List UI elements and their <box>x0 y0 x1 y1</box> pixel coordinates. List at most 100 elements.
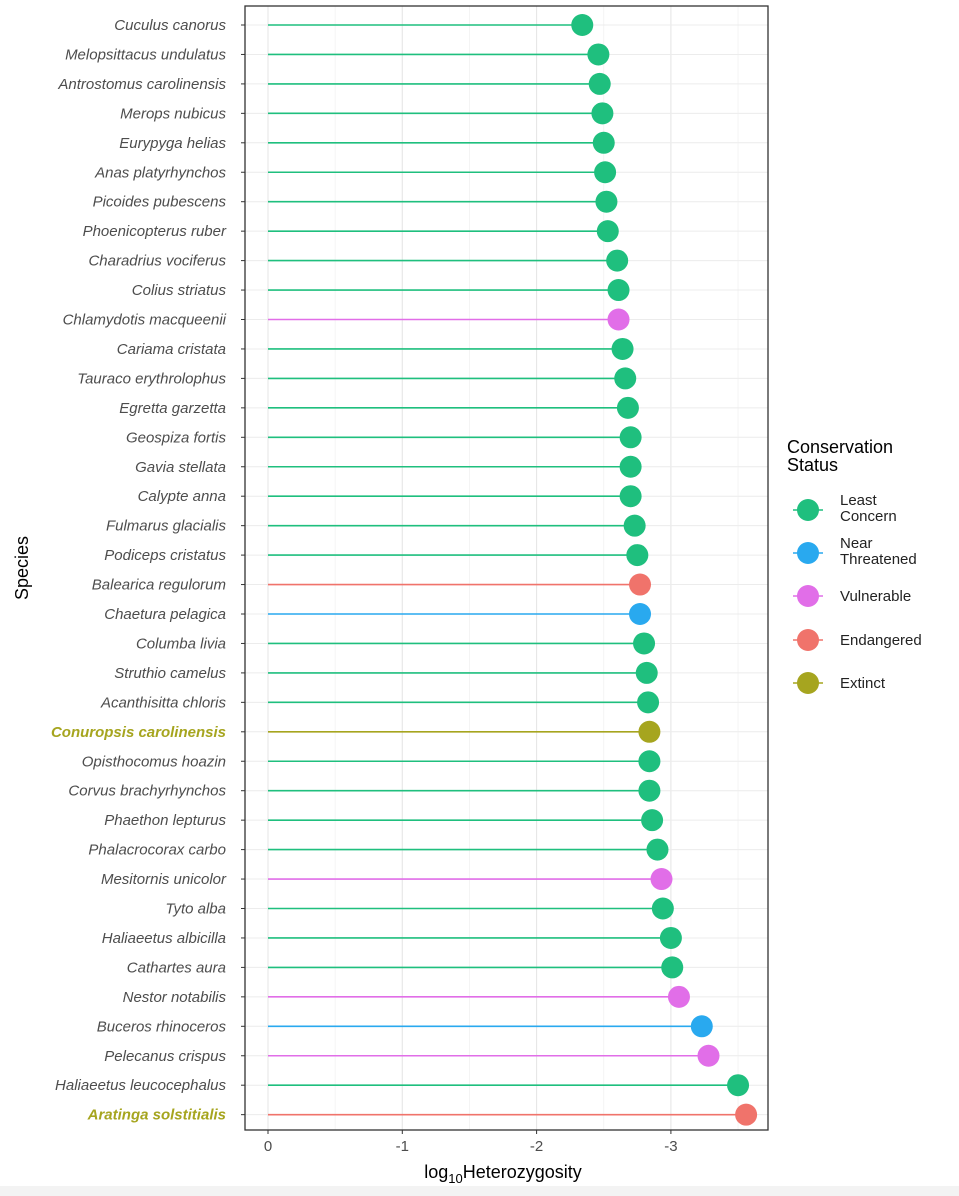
lollipop-dot <box>635 661 658 684</box>
lollipop-dot <box>623 514 646 537</box>
species-label: Haliaeetus albicilla <box>102 930 226 947</box>
lollipop-dot <box>619 426 642 449</box>
lollipop-dot <box>587 43 610 66</box>
lollipop-dot <box>611 337 634 360</box>
lollipop-dot <box>667 985 690 1008</box>
species-label: Eurypyga helias <box>119 135 226 152</box>
lollipop-dot <box>637 691 660 714</box>
lollipop-dot <box>659 926 682 949</box>
species-label: Aratinga solstitialis <box>87 1107 226 1124</box>
species-label: Cariama cristata <box>117 341 226 358</box>
x-tick-label: 0 <box>264 1138 272 1155</box>
species-label: Egretta garzetta <box>119 400 226 417</box>
species-label: Mesitornis unicolor <box>101 871 227 888</box>
legend: Conservation Status Least Concern Near Threa… <box>787 437 922 694</box>
species-label: Phaethon lepturus <box>104 812 226 829</box>
species-label: Fulmarus glacialis <box>106 518 227 535</box>
lollipop-dot <box>619 455 642 478</box>
species-label: Cuculus canorus <box>114 17 226 34</box>
species-label: Haliaeetus leucocephalus <box>55 1077 226 1094</box>
lollipop-dot <box>638 720 661 743</box>
species-label: Chlamydotis macqueenii <box>63 312 227 329</box>
plot-background <box>245 6 768 1130</box>
species-label: Corvus brachyrhynchos <box>68 783 226 800</box>
lollipop-dot <box>633 632 656 655</box>
species-labels: Cuculus canorus Melopsittacus undulatus An… <box>51 17 227 1124</box>
species-label: Buceros rhinoceros <box>97 1018 227 1035</box>
lollipop-dot <box>595 190 618 213</box>
lollipop-dot <box>619 485 642 508</box>
lollipop-dot <box>646 838 669 861</box>
species-label: Gavia stellata <box>135 459 226 476</box>
species-label: Colius striatus <box>132 282 227 299</box>
legend-entry-extinct: Extinct <box>793 672 886 694</box>
lollipop-dot <box>607 308 630 331</box>
lollipop-dot <box>616 396 639 419</box>
legend-title: Conservation Status <box>787 437 893 475</box>
y-axis-ticks <box>241 24 245 1116</box>
species-label: Cathartes aura <box>127 959 226 976</box>
legend-key-dot <box>797 542 819 564</box>
species-label: Tauraco erythrolophus <box>77 370 226 387</box>
legend-label: Near Threatened <box>840 535 917 568</box>
x-axis-ticks: 0 -1 -2 -3 <box>264 1130 678 1155</box>
lollipop-stems <box>268 24 747 1116</box>
page-bottom-strip <box>0 1186 959 1196</box>
species-label: Tyto alba <box>165 901 226 918</box>
lollipop-dot <box>626 544 649 567</box>
legend-entry-least-concern: Least Concern <box>793 492 897 525</box>
lollipop-dot <box>735 1103 758 1126</box>
species-label: Charadrius vociferus <box>88 253 226 270</box>
species-label: Phoenicopterus ruber <box>83 223 227 240</box>
lollipop-dot <box>638 750 661 773</box>
legend-label: Extinct <box>840 675 886 692</box>
species-label: Columba livia <box>136 635 226 652</box>
species-label: Merops nubicus <box>120 105 226 122</box>
lollipop-dot <box>591 102 614 125</box>
x-tick-label: -1 <box>396 1138 409 1155</box>
lollipop-dot <box>629 603 652 625</box>
species-label: Antrostomus carolinensis <box>57 76 226 93</box>
lollipop-dot <box>588 72 611 95</box>
lollipop-dot <box>690 1015 713 1038</box>
legend-key-dot <box>797 585 819 607</box>
species-label: Picoides pubescens <box>93 194 227 211</box>
lollipop-dot <box>727 1074 750 1097</box>
lollipop-dot <box>641 809 664 832</box>
legend-key-dot <box>797 499 819 521</box>
species-label: Chaetura pelagica <box>104 606 226 623</box>
lollipop-dot <box>661 956 684 979</box>
legend-label: Vulnerable <box>840 588 911 605</box>
legend-key-dot <box>797 672 819 694</box>
x-axis-title: log10Heterozygosity <box>424 1162 582 1186</box>
lollipop-dot <box>614 367 637 390</box>
species-label: Melopsittacus undulatus <box>65 46 226 63</box>
lollipop-dot <box>697 1044 720 1067</box>
lollipop-dot <box>596 220 619 243</box>
species-label: Geospiza fortis <box>126 429 227 446</box>
x-tick-label: -3 <box>664 1138 677 1155</box>
lollipop-dots <box>571 14 758 1126</box>
legend-label: Endangered <box>840 632 922 649</box>
y-axis-title: Species <box>12 536 32 600</box>
legend-key-dot <box>797 629 819 651</box>
legend-entry-near-threatened: Near Threatened <box>793 535 917 568</box>
species-label: Conuropsis carolinensis <box>51 724 226 741</box>
lollipop-dot <box>650 868 673 891</box>
species-label: Anas platyrhynchos <box>94 164 226 181</box>
species-label: Nestor notabilis <box>123 989 227 1006</box>
lollipop-dot <box>651 897 674 920</box>
lollipop-dot <box>607 279 630 302</box>
legend-entry-endangered: Endangered <box>793 629 922 651</box>
lollipop-dot <box>638 779 661 802</box>
species-label: Pelecanus crispus <box>104 1048 226 1065</box>
species-label: Acanthisitta chloris <box>100 694 227 711</box>
lollipop-dot <box>592 131 615 154</box>
species-label: Podiceps cristatus <box>104 547 226 564</box>
x-tick-label: -2 <box>530 1138 543 1155</box>
species-label: Balearica regulorum <box>92 577 226 594</box>
species-label: Calypte anna <box>138 488 226 505</box>
lollipop-dot <box>606 249 629 272</box>
species-label: Phalacrocorax carbo <box>88 842 226 859</box>
